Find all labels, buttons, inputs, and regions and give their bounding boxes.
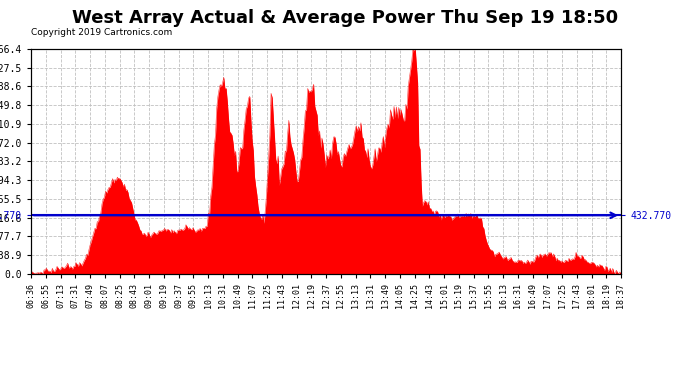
Text: Copyright 2019 Cartronics.com: Copyright 2019 Cartronics.com — [31, 28, 172, 37]
Text: West Array Actual & Average Power Thu Sep 19 18:50: West Array Actual & Average Power Thu Se… — [72, 9, 618, 27]
